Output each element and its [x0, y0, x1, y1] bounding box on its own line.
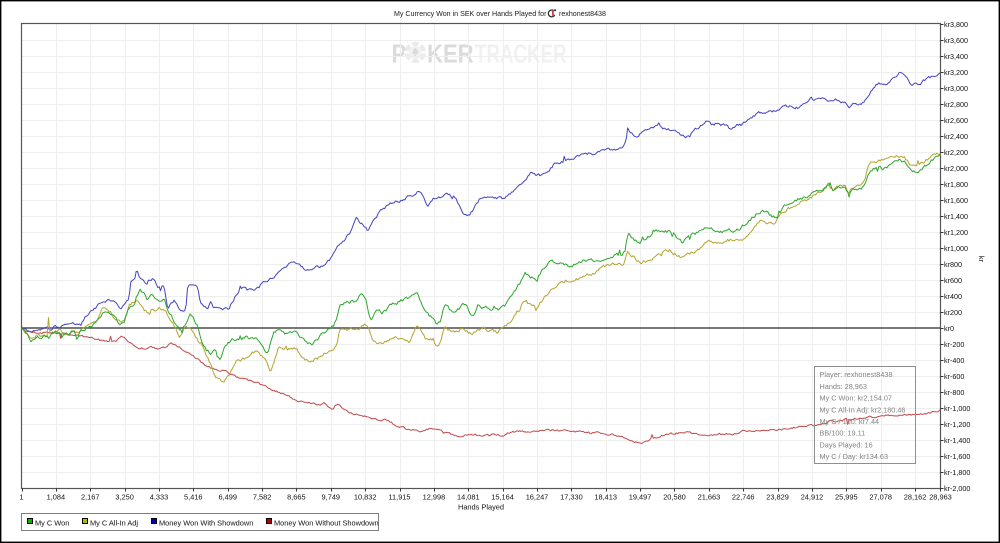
svg-text:16,247: 16,247	[526, 493, 549, 502]
svg-text:6,499: 6,499	[218, 493, 237, 502]
svg-text:kr3,000: kr3,000	[944, 84, 968, 93]
svg-text:kr3,600: kr3,600	[944, 36, 968, 45]
svg-text:kr2,200: kr2,200	[944, 148, 968, 157]
svg-text:My C All-In Adj: kr2,180.46: My C All-In Adj: kr2,180.46	[820, 405, 906, 414]
svg-text:kr1,000: kr1,000	[944, 244, 968, 253]
svg-text:kr400: kr400	[944, 292, 962, 301]
svg-text:kr-600: kr-600	[944, 372, 964, 381]
svg-text:7,582: 7,582	[253, 493, 272, 502]
svg-text:23,829: 23,829	[766, 493, 789, 502]
svg-text:14,081: 14,081	[457, 493, 480, 502]
svg-text:kr800: kr800	[944, 260, 962, 269]
svg-text:5,416: 5,416	[184, 493, 203, 502]
svg-text:22,746: 22,746	[732, 493, 755, 502]
svg-text:12,998: 12,998	[423, 493, 446, 502]
svg-text:28,963: 28,963	[929, 493, 952, 502]
svg-text:kr2,800: kr2,800	[944, 100, 968, 109]
svg-text:20,580: 20,580	[663, 493, 686, 502]
svg-text:kr: kr	[977, 256, 986, 263]
svg-text:Money Won Without Showdown: Money Won Without Showdown	[274, 518, 379, 527]
svg-text:kr2,600: kr2,600	[944, 116, 968, 125]
svg-text:10,832: 10,832	[354, 493, 377, 502]
svg-text:kr1,800: kr1,800	[944, 180, 968, 189]
svg-text:1: 1	[19, 493, 23, 502]
svg-text:kr1,600: kr1,600	[944, 196, 968, 205]
svg-text:P: P	[392, 40, 407, 69]
svg-text:My C All-In Adj: My C All-In Adj	[90, 518, 138, 527]
svg-text:kr-800: kr-800	[944, 388, 964, 397]
svg-text:4,333: 4,333	[150, 493, 169, 502]
svg-text:3,250: 3,250	[115, 493, 134, 502]
svg-text:kr1,400: kr1,400	[944, 212, 968, 221]
svg-text:kr3,800: kr3,800	[944, 20, 968, 29]
svg-text:TRACKER: TRACKER	[475, 38, 566, 68]
svg-text:kr-1,600: kr-1,600	[944, 452, 970, 461]
svg-text:kr200: kr200	[944, 308, 962, 317]
svg-text:kr-1,800: kr-1,800	[944, 468, 970, 477]
svg-text:My C Won: My C Won	[35, 518, 69, 527]
svg-text:kr2,000: kr2,000	[944, 164, 968, 173]
svg-text:kr-400: kr-400	[944, 356, 964, 365]
svg-text:kr-1,400: kr-1,400	[944, 436, 970, 445]
svg-text:Hands Played: Hands Played	[458, 503, 504, 512]
svg-text:18,413: 18,413	[594, 493, 617, 502]
svg-text:kr0: kr0	[944, 324, 954, 333]
svg-text:Money Won With Showdown: Money Won With Showdown	[159, 518, 253, 527]
svg-text:Days Played: 16: Days Played: 16	[820, 440, 873, 449]
svg-text:rexhonest8438: rexhonest8438	[559, 10, 606, 18]
svg-text:24,912: 24,912	[801, 493, 824, 502]
svg-text:9,749: 9,749	[322, 493, 341, 502]
svg-text:kr3,400: kr3,400	[944, 52, 968, 61]
svg-text:1,084: 1,084	[47, 493, 66, 502]
svg-text:kr-200: kr-200	[944, 340, 964, 349]
svg-text:8,665: 8,665	[287, 493, 306, 502]
svg-text:My Currency Won in SEK over Ha: My Currency Won in SEK over Hands Played…	[394, 10, 547, 18]
svg-text:28,162: 28,162	[904, 493, 927, 502]
svg-text:19,497: 19,497	[629, 493, 652, 502]
svg-text:kr3,200: kr3,200	[944, 68, 968, 77]
svg-text:15,164: 15,164	[491, 493, 514, 502]
svg-text:27,078: 27,078	[869, 493, 892, 502]
svg-text:Hands: 28,963: Hands: 28,963	[820, 382, 867, 391]
svg-text:17,330: 17,330	[560, 493, 583, 502]
svg-text:My C / Day: kr134.63: My C / Day: kr134.63	[820, 452, 889, 461]
svg-text:kr2,400: kr2,400	[944, 132, 968, 141]
svg-text:kr-1,200: kr-1,200	[944, 420, 970, 429]
svg-text:Player: rexhonest8438: Player: rexhonest8438	[820, 370, 893, 379]
svg-text:My C / 100: kr7.44: My C / 100: kr7.44	[820, 417, 880, 426]
svg-text:kr-2,000: kr-2,000	[944, 484, 970, 493]
svg-text:2,167: 2,167	[81, 493, 100, 502]
svg-text:11,915: 11,915	[388, 493, 410, 502]
svg-text:kr1,200: kr1,200	[944, 228, 968, 237]
svg-text:My C Won: kr2,154.07: My C Won: kr2,154.07	[820, 394, 892, 403]
svg-text:kr-1,000: kr-1,000	[944, 404, 970, 413]
svg-text:21,663: 21,663	[698, 493, 721, 502]
svg-text:kr600: kr600	[944, 276, 962, 285]
svg-text:BB/100: 19.11: BB/100: 19.11	[820, 429, 866, 438]
svg-text:25,995: 25,995	[835, 493, 858, 502]
svg-text:KER: KER	[427, 40, 474, 69]
